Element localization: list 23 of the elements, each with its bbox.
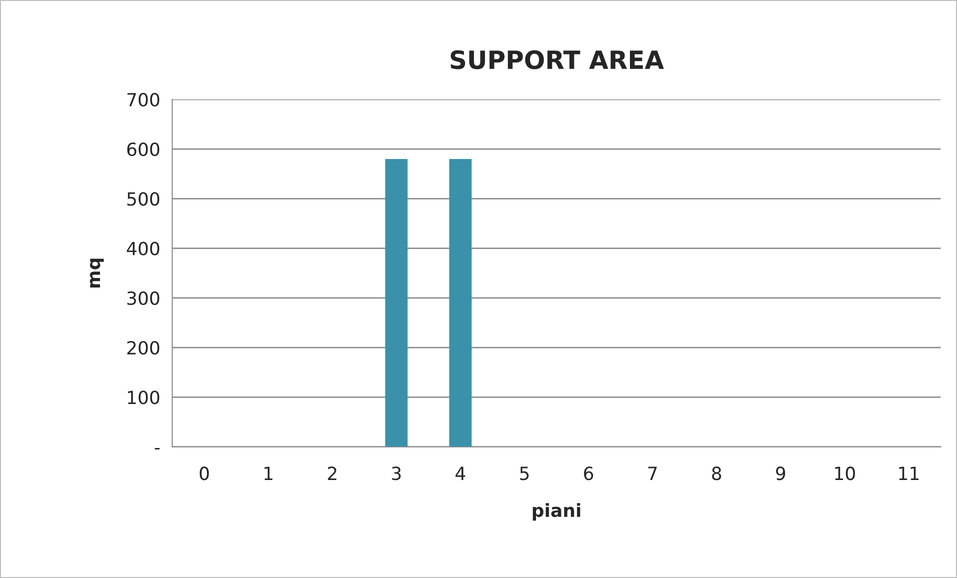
x-axis-title: piani	[532, 503, 580, 521]
x-tick-label: 4	[456, 466, 466, 480]
x-tick-label: 5	[520, 466, 529, 480]
y-tick-label: 500	[127, 192, 160, 206]
chart-title: SUPPORT AREA	[450, 50, 664, 70]
x-tick-label: 11	[899, 466, 919, 480]
y-tick-label: 400	[126, 242, 160, 256]
y-tick-label: -	[154, 448, 160, 450]
y-tick-label: 300	[127, 291, 160, 306]
y-tick-label: 700	[127, 92, 160, 107]
x-tick-label: 9	[776, 466, 786, 480]
y-axis-title: mq	[90, 258, 104, 288]
x-tick-label: 2	[328, 466, 336, 480]
x-tick-label: 1	[264, 466, 272, 480]
x-tick-label: 10	[835, 466, 855, 480]
x-tick-label: 6	[584, 466, 594, 480]
x-tick-label: 3	[392, 466, 401, 480]
y-tick-label: 100	[128, 390, 160, 404]
y-tick-label: 200	[127, 341, 160, 355]
y-tick-label: 600	[127, 142, 160, 156]
x-tick-label: 7	[648, 466, 657, 480]
x-tick-label: 0	[200, 466, 209, 480]
x-tick-label: 8	[712, 466, 722, 480]
